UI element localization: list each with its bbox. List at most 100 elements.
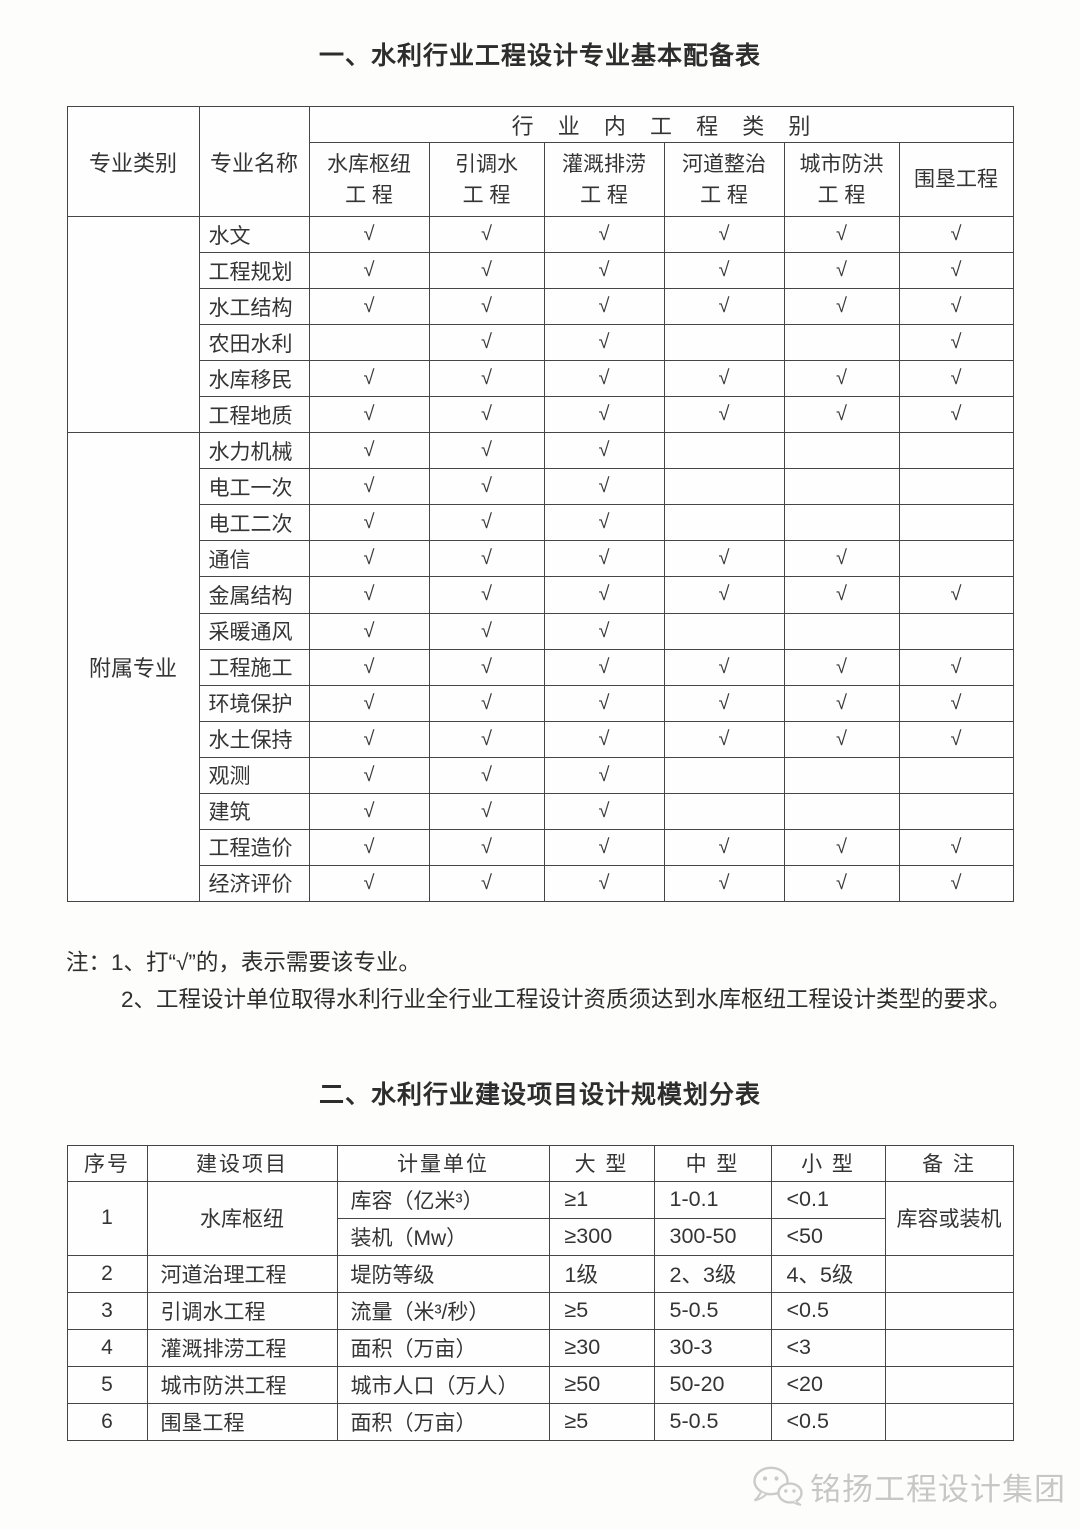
project-cell: 灌溉排涝工程 <box>146 1328 338 1367</box>
check-cell: √ <box>783 864 900 902</box>
check-cell <box>663 792 785 830</box>
table-row: 5 城市防洪工程 城市人口（万人） ≥50 50-20 <20 <box>66 1365 1014 1404</box>
medium-scale-cell: 1-0.1 <box>653 1180 772 1219</box>
remark-cell: 库容或装机 <box>884 1180 1014 1256</box>
col-header-type: 引调水工 程 <box>428 142 545 217</box>
profession-name-cell: 水土保持 <box>198 720 310 758</box>
table-row: 工程规划 √ √ √ √ √ √ <box>67 252 1014 290</box>
medium-scale-cell: 5-0.5 <box>653 1291 772 1330</box>
check-cell: √ <box>308 648 430 686</box>
table-row: 观测 √ √ √ <box>67 756 1014 794</box>
unit-cell: 装机（Mw） <box>336 1217 550 1256</box>
note-line-1: 注：1、打“√”的，表示需要该专业。 <box>66 944 1014 981</box>
medium-scale-cell: 30-3 <box>653 1328 772 1367</box>
check-cell: √ <box>428 360 545 398</box>
profession-name-cell: 水工结构 <box>198 288 310 326</box>
check-cell: √ <box>663 720 785 758</box>
check-cell: √ <box>663 864 785 902</box>
check-cell: √ <box>783 288 900 326</box>
check-cell: √ <box>783 648 900 686</box>
profession-name-cell: 通信 <box>198 540 310 578</box>
profession-name-cell: 经济评价 <box>198 864 310 902</box>
remark-cell <box>884 1402 1014 1441</box>
check-cell: √ <box>543 576 665 614</box>
profession-name-cell: 金属结构 <box>198 576 310 614</box>
check-cell: √ <box>308 396 430 434</box>
header-row: 序号 建设项目 计量单位大 型中 型小 型备 注 <box>66 1144 1014 1182</box>
header-row: 专业类别 专业名称行 业 内 工 程 类 别 <box>66 106 1014 217</box>
unit-cell: 城市人口（万人） <box>336 1365 550 1404</box>
check-cell <box>898 756 1014 794</box>
large-scale-cell: ≥300 <box>548 1217 655 1256</box>
check-cell <box>898 468 1014 506</box>
check-cell: √ <box>663 576 785 614</box>
category-cell <box>66 215 200 434</box>
check-cell: √ <box>783 360 900 398</box>
check-cell: √ <box>428 432 545 470</box>
check-cell: √ <box>308 720 430 758</box>
check-cell <box>783 792 900 830</box>
check-cell <box>783 468 900 506</box>
type-name-line: 河道整治 <box>682 152 766 176</box>
table-row: 环境保护 √ √ √ √ √ √ <box>67 684 1014 722</box>
profession-name-cell: 水文 <box>198 215 310 254</box>
check-cell: √ <box>783 215 900 254</box>
check-cell: √ <box>308 576 430 614</box>
watermark-text: 铭扬工程设计集团 <box>810 1472 1066 1507</box>
check-cell <box>663 432 785 470</box>
check-cell: √ <box>543 756 665 794</box>
note-1-text: 1、打“√”的，表示需要该专业。 <box>111 949 421 975</box>
col-header-type: 水库枢纽工 程 <box>308 142 430 217</box>
col-header-type: 城市防洪工 程 <box>783 142 900 217</box>
large-scale-cell: ≥5 <box>548 1291 655 1330</box>
large-scale-cell: ≥5 <box>548 1402 655 1441</box>
check-cell: √ <box>428 540 545 578</box>
profession-name-cell: 采暖通风 <box>198 612 310 650</box>
check-cell: √ <box>543 504 665 542</box>
watermark: 铭扬工程设计集团 <box>751 1464 1066 1509</box>
check-cell: √ <box>543 432 665 470</box>
small-scale-cell: <20 <box>770 1365 886 1404</box>
check-cell: √ <box>428 252 545 290</box>
small-scale-cell: <50 <box>770 1217 886 1256</box>
project-cell: 城市防洪工程 <box>146 1365 338 1404</box>
check-cell: √ <box>308 756 430 794</box>
check-cell: √ <box>428 648 545 686</box>
check-cell: √ <box>898 215 1014 254</box>
note-label: 注： <box>66 949 112 975</box>
note-line-2: 2、工程设计单位取得水利行业全行业工程设计资质须达到水库枢纽工程设计类型的要求。 <box>121 986 1012 1012</box>
check-cell: √ <box>543 792 665 830</box>
check-cell: √ <box>898 576 1014 614</box>
col-header: 大 型 <box>548 1144 655 1182</box>
check-cell <box>663 324 785 362</box>
check-cell: √ <box>308 684 430 722</box>
large-scale-cell: ≥30 <box>548 1328 655 1367</box>
project-cell: 围垦工程 <box>146 1402 338 1441</box>
check-cell: √ <box>663 648 785 686</box>
small-scale-cell: <3 <box>770 1328 886 1367</box>
table-row: 1 水库枢纽 库容（亿米³） ≥1 1-0.1 <0.1 库容或装机 <box>66 1180 1014 1256</box>
check-cell <box>898 612 1014 650</box>
check-cell: √ <box>428 720 545 758</box>
check-cell: √ <box>543 215 665 254</box>
profession-name-cell: 水库移民 <box>198 360 310 398</box>
serial-cell: 3 <box>66 1291 148 1330</box>
col-header-type: 围垦工程 <box>898 142 1014 217</box>
check-cell: √ <box>308 468 430 506</box>
type-name-line: 围垦工程 <box>914 168 998 191</box>
profession-name-cell: 工程规划 <box>198 252 310 290</box>
check-cell: √ <box>543 288 665 326</box>
table2-title: 二、水利行业建设项目设计规模划分表 <box>318 1080 761 1109</box>
check-cell: √ <box>428 324 545 362</box>
unit-cell: 库容（亿米³） <box>336 1180 550 1219</box>
remark-cell <box>884 1328 1014 1367</box>
check-cell: √ <box>308 288 430 326</box>
profession-name-cell: 观测 <box>198 756 310 794</box>
check-cell: √ <box>898 684 1014 722</box>
check-cell: √ <box>428 864 545 902</box>
check-cell: √ <box>543 864 665 902</box>
check-cell: √ <box>543 252 665 290</box>
small-scale-cell: <0.1 <box>770 1180 886 1219</box>
check-cell <box>783 504 900 542</box>
